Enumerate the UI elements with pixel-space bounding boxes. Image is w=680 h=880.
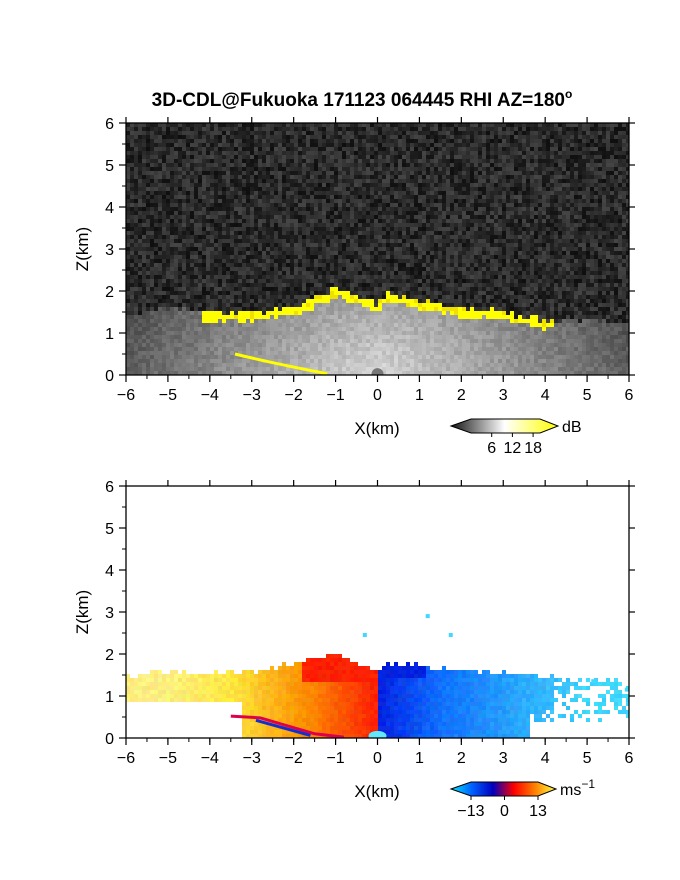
- reflectivity-x-tick-label: −3: [243, 387, 261, 404]
- reflectivity-x-tick-label: −1: [326, 387, 344, 404]
- reflectivity-y-tick-label: 4: [105, 200, 114, 217]
- reflectivity-x-tick-label: 4: [541, 387, 550, 404]
- velocity-y-axis-label: Z(km): [73, 590, 92, 634]
- reflectivity-x-axis-label: X(km): [354, 419, 399, 438]
- velocity-y-tick-label: 4: [105, 563, 114, 580]
- radar-site-marker: [368, 730, 387, 738]
- velocity-y-tick-label: 5: [105, 521, 114, 538]
- velocity-y-tick-label: 2: [105, 647, 114, 664]
- reflectivity-x-tick-label: 0: [373, 387, 382, 404]
- velocity-x-tick-label: −4: [201, 750, 219, 767]
- isolated-echo-pixel: [362, 633, 367, 637]
- isolated-echo-pixel: [425, 614, 430, 619]
- reflectivity-x-tick-label: 6: [625, 387, 634, 404]
- low-level-echo-streak-blue: [255, 718, 311, 737]
- db-colorbar-unit: dB: [562, 419, 582, 436]
- reflectivity-y-tick-label: 1: [105, 326, 114, 343]
- velocity-x-tick-label: 3: [499, 750, 508, 767]
- low-level-echo-streak: [234, 352, 328, 375]
- isolated-echo-pixel: [624, 687, 629, 692]
- reflectivity-y-tick-label: 6: [105, 116, 114, 133]
- velocity-colorbar: −13 0 13 ms−1: [449, 777, 595, 820]
- reflectivity-y-axis-label: Z(km): [73, 227, 92, 271]
- velocity-colorbar-tick-label: −13: [457, 803, 484, 820]
- db-colorbar: 6 12 18 dB: [449, 418, 582, 457]
- reflectivity-x-tick-label: −6: [117, 387, 135, 404]
- velocity-x-tick-label: −2: [285, 750, 303, 767]
- radar-site-marker: [371, 368, 384, 375]
- isolated-echo-pixel: [591, 679, 596, 684]
- velocity-heatmap: [126, 486, 629, 738]
- isolated-echo-pixel: [448, 633, 453, 637]
- velocity-colorbar-tick-label: 13: [529, 803, 547, 820]
- reflectivity-x-tick-label: 5: [583, 387, 592, 404]
- velocity-x-tick-label: 5: [583, 750, 592, 767]
- velocity-y-tick-label: 0: [105, 731, 114, 748]
- reflectivity-x-tick-label: 1: [415, 387, 424, 404]
- velocity-x-tick-label: 1: [415, 750, 424, 767]
- velocity-x-axis-label: X(km): [354, 782, 399, 801]
- reflectivity-y-tick-label: 2: [105, 284, 114, 301]
- reflectivity-axes: −6 −5 −4 −3 −2 −1 0 1 2 3 4 5 6 0 1 2 3 4 5 6: [105, 116, 635, 404]
- reflectivity-y-tick-label: 5: [105, 158, 114, 175]
- velocity-colorbar-unit: ms−1: [560, 777, 595, 799]
- velocity-x-tick-label: 6: [625, 750, 634, 767]
- reflectivity-x-tick-label: 2: [457, 387, 466, 404]
- velocity-x-tick-label: −5: [159, 750, 177, 767]
- reflectivity-x-tick-label: −2: [285, 387, 303, 404]
- velocity-x-tick-label: −3: [243, 750, 261, 767]
- velocity-y-tick-label: 6: [105, 479, 114, 496]
- reflectivity-panel: 3D-CDL@Fukuoka 171123 064445 RHI AZ=180o…: [73, 87, 635, 457]
- reflectivity-x-tick-label: −4: [201, 387, 219, 404]
- chart-title: 3D-CDL@Fukuoka 171123 064445 RHI AZ=180o: [152, 87, 573, 111]
- velocity-x-tick-label: −6: [117, 750, 135, 767]
- reflectivity-x-tick-label: 3: [499, 387, 508, 404]
- db-colorbar-bar: [449, 418, 560, 434]
- reflectivity-y-tick-label: 3: [105, 242, 114, 259]
- db-colorbar-tick-label: 12: [504, 440, 522, 457]
- velocity-y-tick-label: 1: [105, 689, 114, 706]
- reflectivity-heatmap: [126, 123, 629, 375]
- reflectivity-x-tick-label: −5: [159, 387, 177, 404]
- chart-title-degree: o: [565, 87, 572, 101]
- velocity-x-tick-label: 2: [457, 750, 466, 767]
- db-colorbar-tick-label: 6: [487, 440, 496, 457]
- db-colorbar-tick-label: 18: [524, 440, 542, 457]
- velocity-colorbar-bar: [449, 781, 558, 797]
- chart-title-text: 3D-CDL@Fukuoka 171123 064445 RHI AZ=180: [152, 90, 565, 111]
- velocity-y-tick-label: 3: [105, 605, 114, 622]
- velocity-axes: −6 −5 −4 −3 −2 −1 0 1 2 3 4 5 6 0 1 2 3 4 5 6: [105, 479, 635, 767]
- velocity-colorbar-tick-label: 0: [500, 803, 509, 820]
- velocity-x-tick-label: 4: [541, 750, 550, 767]
- low-level-echo-streak: [230, 714, 345, 738]
- velocity-panel: −6 −5 −4 −3 −2 −1 0 1 2 3 4 5 6 0 1 2 3 4 5 6 X(km) Z(km) −…: [73, 479, 635, 820]
- velocity-x-tick-label: 0: [373, 750, 382, 767]
- reflectivity-y-tick-label: 0: [105, 368, 114, 385]
- velocity-x-tick-label: −1: [326, 750, 344, 767]
